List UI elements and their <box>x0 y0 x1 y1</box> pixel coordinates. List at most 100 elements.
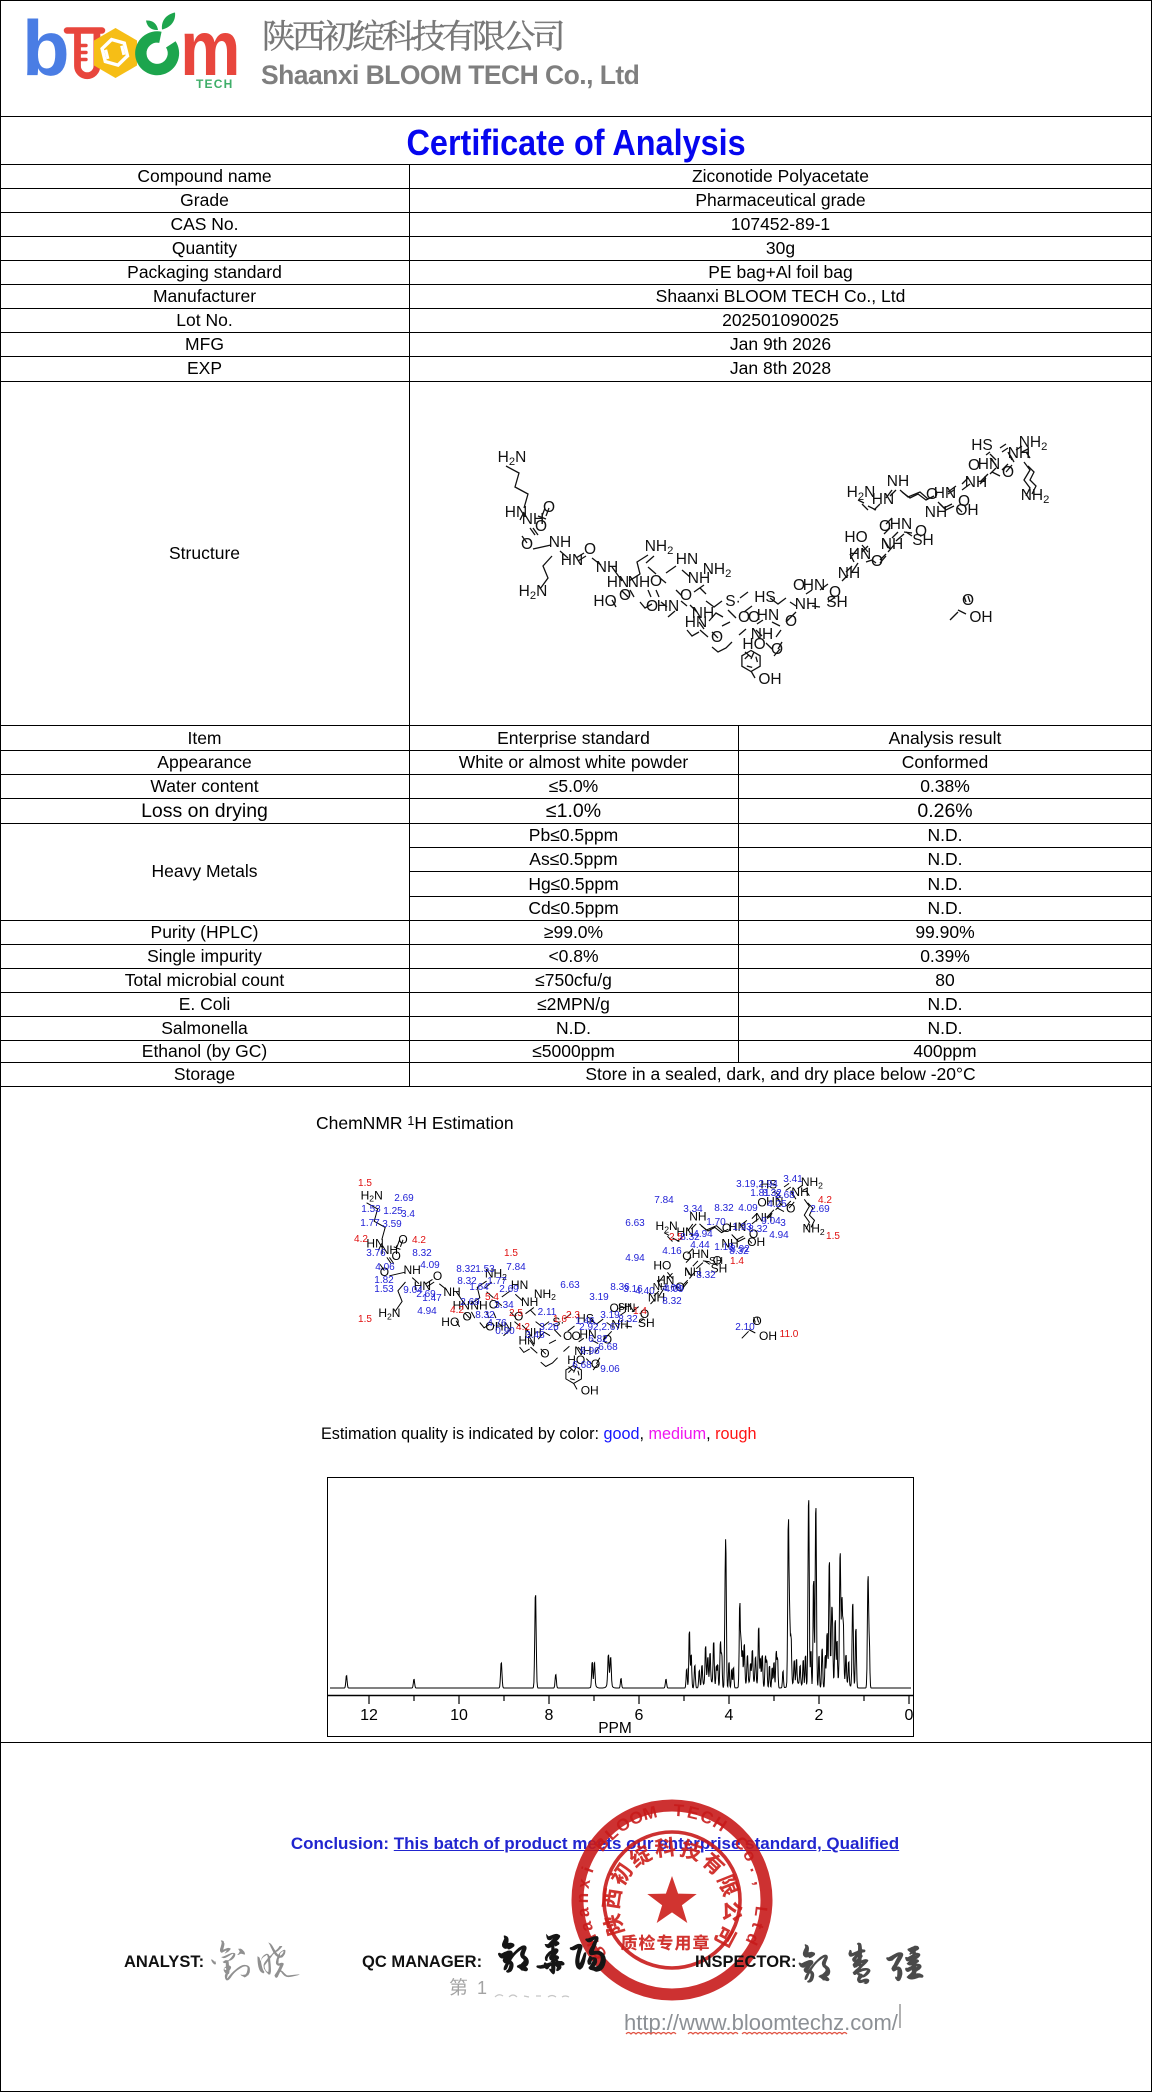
svg-text:1.4: 1.4 <box>633 1306 647 1317</box>
svg-text:SH: SH <box>711 1261 728 1275</box>
svg-text:O: O <box>1002 464 1014 481</box>
svg-text:8.32: 8.32 <box>696 1270 716 1281</box>
svg-text:6.63: 6.63 <box>625 1218 645 1229</box>
svg-text:1.18: 1.18 <box>714 1242 734 1253</box>
svg-text:NH: NH <box>443 1285 460 1299</box>
svg-text:HO: HO <box>567 1353 585 1367</box>
svg-text:HN: HN <box>729 1220 746 1234</box>
svg-text:O: O <box>711 629 723 646</box>
svg-text:S·: S· <box>552 1315 564 1329</box>
svg-text:HN: HN <box>414 1279 431 1293</box>
svg-text:O: O <box>771 641 783 658</box>
svg-text:1.25: 1.25 <box>383 1206 403 1217</box>
svg-text:OH: OH <box>969 609 992 626</box>
svg-text:3.59: 3.59 <box>382 1219 402 1230</box>
svg-text:1.77: 1.77 <box>487 1276 507 1287</box>
svg-text:O: O <box>603 1333 612 1347</box>
svg-text:NH: NH <box>887 473 909 490</box>
svg-text:3.34: 3.34 <box>683 1204 703 1215</box>
svg-text:O: O <box>543 499 555 516</box>
svg-text:O: O <box>752 1314 761 1328</box>
svg-text:2.92,2.67: 2.92,2.67 <box>579 1322 621 1333</box>
svg-text:O: O <box>640 1307 649 1321</box>
svg-text:3.16: 3.16 <box>623 1284 643 1295</box>
svg-text:O: O <box>879 518 891 535</box>
svg-text:O: O <box>748 609 760 626</box>
svg-text:NH: NH <box>611 1318 628 1332</box>
svg-text:HN: HN <box>872 491 894 508</box>
svg-text:,: , <box>750 1878 770 1886</box>
svg-text:NH: NH <box>684 1265 701 1279</box>
svg-text:H2N: H2N <box>656 1219 678 1234</box>
svg-text:NH: NH <box>524 1326 541 1340</box>
svg-text:3.34: 3.34 <box>494 1300 514 1311</box>
svg-text:O: O <box>785 613 797 630</box>
svg-text:1.53: 1.53 <box>475 1264 495 1275</box>
svg-text:2.5: 2.5 <box>509 1308 523 1319</box>
svg-text:6.63: 6.63 <box>560 1280 580 1291</box>
svg-text:HO: HO <box>593 593 616 610</box>
svg-text:HO: HO <box>441 1315 459 1329</box>
svg-text:HN: HN <box>366 1237 383 1251</box>
svg-text:HN: HN <box>978 456 1000 473</box>
svg-text:1.53: 1.53 <box>374 1284 394 1295</box>
svg-text:NH: NH <box>692 605 714 622</box>
svg-text:NH: NH <box>791 1185 808 1199</box>
svg-text:HS: HS <box>971 437 993 454</box>
svg-text:HN: HN <box>803 577 825 594</box>
svg-text:NH: NH <box>925 504 947 521</box>
svg-text:HN: HN <box>890 516 912 533</box>
svg-text:6: 6 <box>635 1707 644 1724</box>
svg-text:4.94: 4.94 <box>417 1306 437 1317</box>
svg-text:1.47: 1.47 <box>422 1293 442 1304</box>
svg-text:NH: NH <box>521 1295 538 1309</box>
svg-text:1.46: 1.46 <box>575 1316 595 1327</box>
svg-text:O: O <box>463 1310 472 1324</box>
svg-text:O: O <box>958 493 970 510</box>
svg-text:1.5: 1.5 <box>358 1314 372 1325</box>
svg-text:OH: OH <box>747 1235 765 1249</box>
svg-text:H2N: H2N <box>361 1188 383 1203</box>
svg-text:HN: HN <box>561 552 583 569</box>
svg-text:4.09: 4.09 <box>662 1283 682 1294</box>
svg-text:4.09: 4.09 <box>738 1203 758 1214</box>
svg-text:.: . <box>746 1863 765 1874</box>
svg-text:2.69: 2.69 <box>810 1204 830 1215</box>
svg-text:HN: HN <box>511 1278 528 1292</box>
svg-text:4.2: 4.2 <box>450 1305 464 1316</box>
svg-text:SH: SH <box>618 1302 632 1313</box>
svg-text:O: O <box>749 1227 758 1241</box>
svg-text:3.19: 3.19 <box>589 1292 609 1303</box>
svg-text:NH: NH <box>596 559 618 576</box>
svg-text:NH: NH <box>648 1290 665 1304</box>
svg-text:H2N: H2N <box>519 583 548 602</box>
svg-text:NH: NH <box>755 1210 772 1224</box>
svg-text:O: O <box>829 584 841 601</box>
svg-text:NH: NH <box>381 1243 398 1257</box>
svg-text:HN: HN <box>676 551 698 568</box>
svg-text:NH: NH <box>522 511 544 528</box>
svg-text:NH: NH <box>1008 445 1030 462</box>
svg-text:HN: HN <box>657 598 679 615</box>
svg-text:O: O <box>646 598 658 615</box>
svg-text:1.93: 1.93 <box>732 1222 752 1233</box>
svg-text:4.06: 4.06 <box>375 1262 395 1273</box>
svg-text:HN: HN <box>657 1274 674 1288</box>
svg-text:8.36: 8.36 <box>610 1282 630 1293</box>
svg-text:2.69: 2.69 <box>416 1289 436 1300</box>
svg-text:OH: OH <box>955 502 978 519</box>
svg-text:O: O <box>713 1253 722 1267</box>
svg-text:11.0: 11.0 <box>780 1329 799 1340</box>
svg-text:OH: OH <box>758 671 781 688</box>
svg-text:0: 0 <box>905 1707 914 1724</box>
svg-text:O: O <box>738 609 750 626</box>
svg-text:O: O <box>757 1195 766 1209</box>
svg-text:2.69: 2.69 <box>460 1297 480 1308</box>
svg-text:NH: NH <box>549 534 571 551</box>
svg-text:2.10: 2.10 <box>735 1322 755 1333</box>
svg-text:NH: NH <box>628 574 650 591</box>
svg-text:8.32: 8.32 <box>456 1264 476 1275</box>
svg-text:O: O <box>540 1347 549 1361</box>
svg-text:HN: HN <box>495 1319 512 1333</box>
svg-text:5.4: 5.4 <box>485 1292 499 1303</box>
